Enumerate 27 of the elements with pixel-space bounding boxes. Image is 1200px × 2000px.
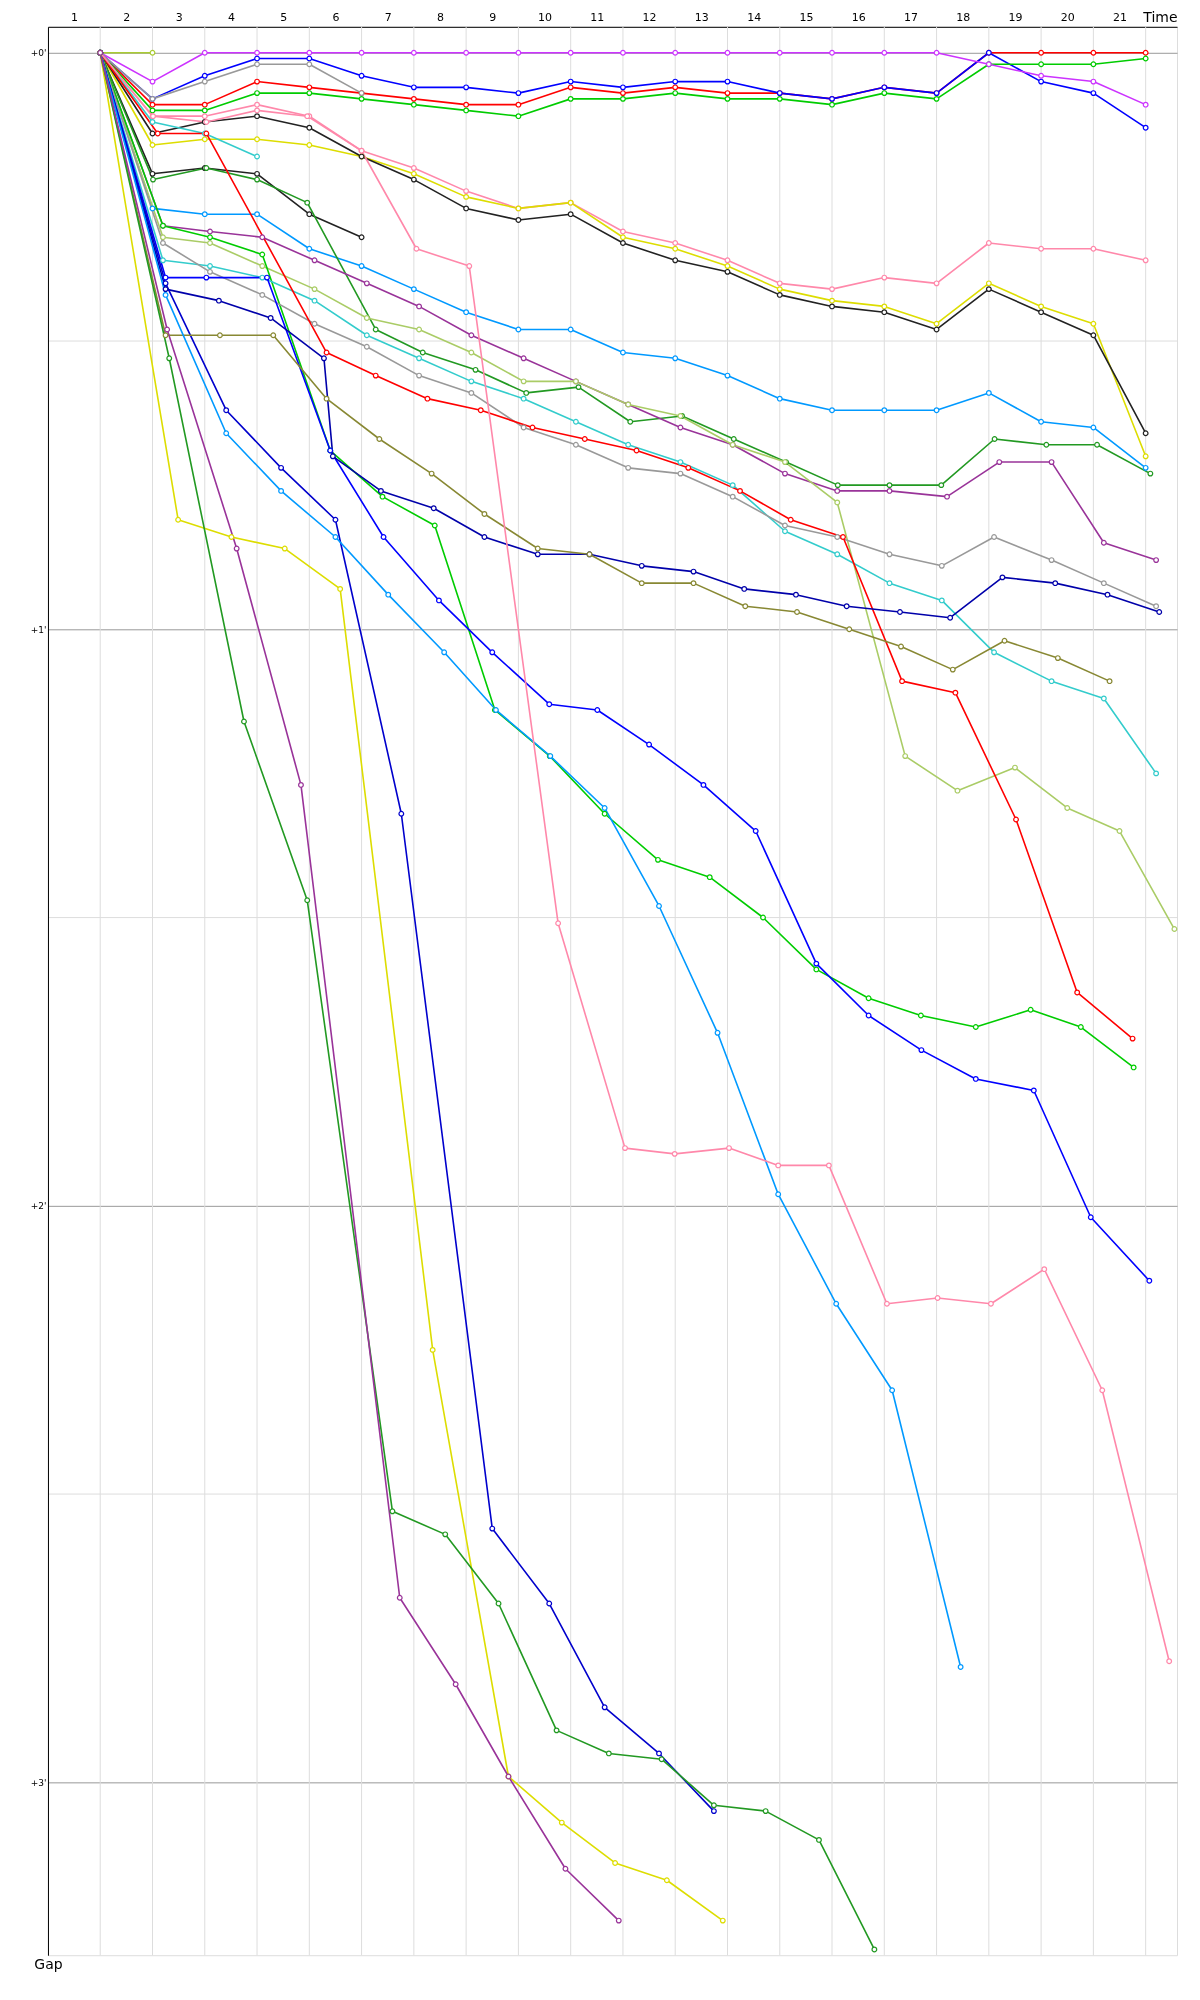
x-tick-label: 15 xyxy=(799,11,814,25)
x-tick-label: 7 xyxy=(384,11,392,25)
y-axis-title: Gap xyxy=(34,1955,63,1972)
x-tick-label: 18 xyxy=(956,11,971,25)
x-tick-label: 5 xyxy=(280,11,288,25)
x-tick-label: 4 xyxy=(227,11,235,25)
x-tick-label: 19 xyxy=(1008,11,1023,25)
y-tick-label: +2' xyxy=(30,1201,47,1212)
x-tick-label: 12 xyxy=(642,11,657,25)
x-tick-label: 17 xyxy=(903,11,918,25)
x-tick-label: 14 xyxy=(747,11,762,25)
x-axis-title: Time xyxy=(1142,9,1178,26)
x-tick-label: 3 xyxy=(175,11,183,25)
y-tick-label: +3' xyxy=(30,1777,47,1788)
x-tick-label: 11 xyxy=(590,11,605,25)
x-tick-label: 9 xyxy=(489,11,497,25)
x-tick-label: 1 xyxy=(71,11,79,25)
y-tick-label: +1' xyxy=(30,624,47,635)
x-tick-label: 20 xyxy=(1060,11,1075,25)
x-tick-label: 16 xyxy=(851,11,866,25)
y-tick-label: +0' xyxy=(30,48,47,59)
x-tick-label: 6 xyxy=(332,11,340,25)
x-tick-label: 8 xyxy=(436,11,444,25)
x-tick-label: 21 xyxy=(1113,11,1128,25)
x-tick-label: 10 xyxy=(538,11,553,25)
x-tick-label: 2 xyxy=(123,11,131,25)
x-tick-label: 13 xyxy=(694,11,709,25)
